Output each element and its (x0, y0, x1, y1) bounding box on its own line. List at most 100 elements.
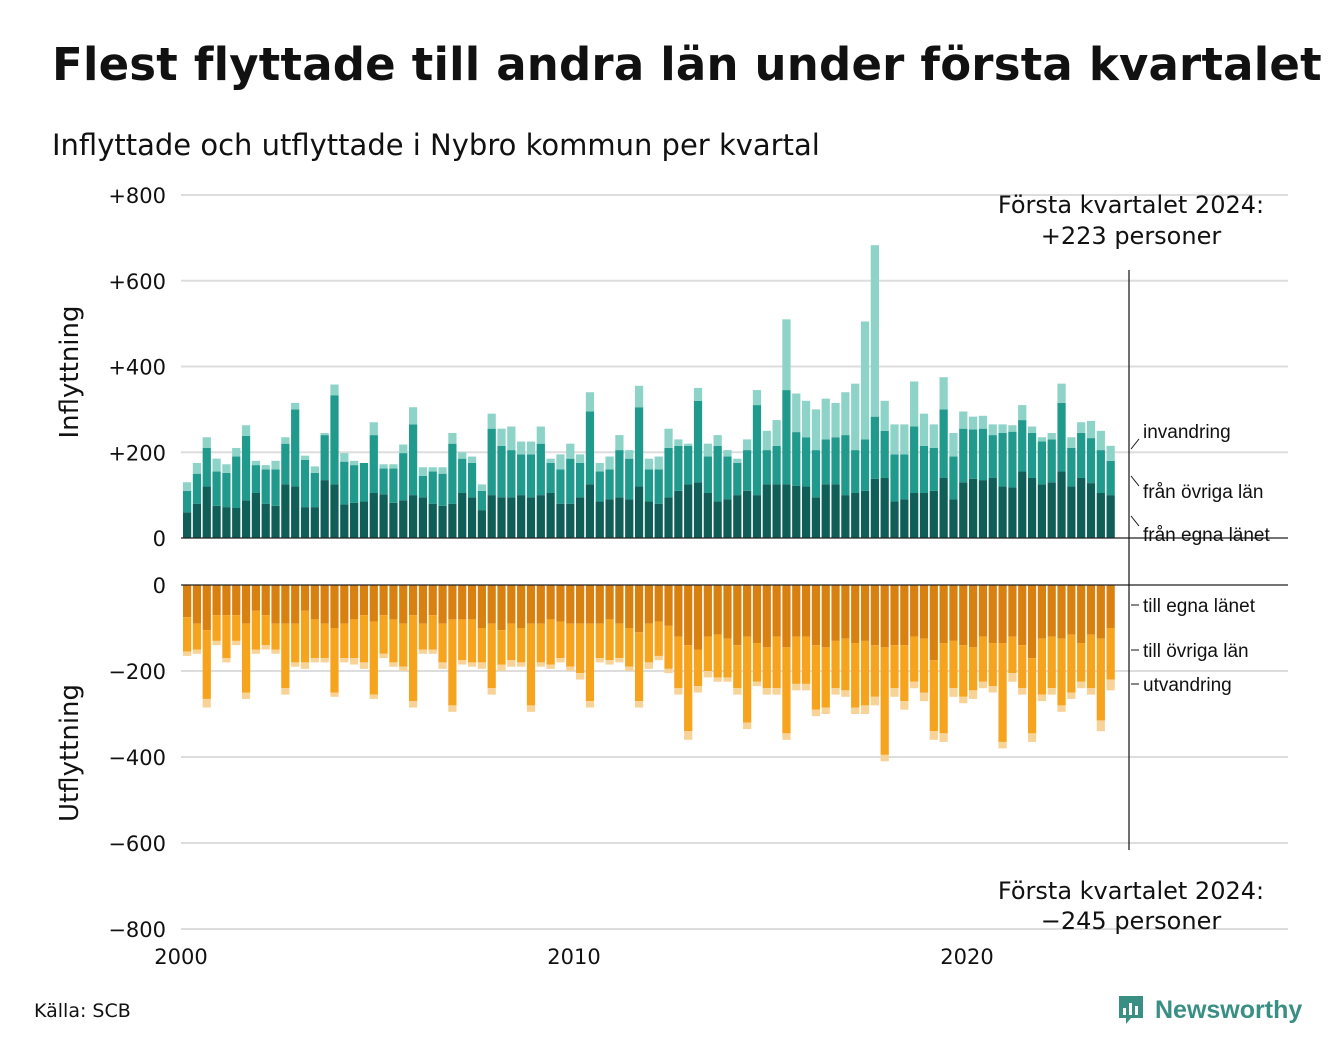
bar-ut-till-ovriga-lan (1096, 638, 1105, 721)
bar-ut-till-ovriga-lan (192, 623, 202, 650)
bar-ut-till-ovriga-lan (566, 623, 575, 667)
bar-in-fran-ovriga-lan (1096, 450, 1105, 493)
bar-ut-till-egna-lanet (1067, 585, 1076, 635)
bar-in-fran-egna-lanet (251, 492, 260, 538)
bar-ut-utvandring (723, 677, 732, 682)
bar-in-invandring (428, 467, 437, 472)
bar-in-invandring (585, 392, 595, 412)
bar-in-invandring (369, 422, 378, 436)
bar-ut-utvandring (978, 681, 988, 689)
bar-in-fran-egna-lanet (389, 502, 398, 538)
bar-ut-utvandring (890, 688, 899, 697)
bar-ut-till-egna-lanet (684, 585, 693, 646)
bar-ut-till-egna-lanet (605, 585, 614, 620)
bar-ut-utvandring (969, 690, 978, 699)
bar-ut-utvandring (713, 677, 722, 682)
bar-in-fran-egna-lanet (762, 484, 771, 538)
bar-in-invandring (713, 435, 722, 446)
bar-in-fran-egna-lanet (880, 477, 889, 538)
bar-in-fran-egna-lanet (350, 502, 359, 538)
bar-in-invandring (910, 381, 919, 427)
bar-ut-till-egna-lanet (526, 585, 536, 624)
bar-in-fran-egna-lanet (1067, 486, 1076, 538)
bar-in-fran-ovriga-lan (644, 469, 653, 502)
bar-ut-utvandring (752, 681, 762, 687)
bar-ut-utvandring (536, 662, 545, 667)
bar-ut-utvandring (222, 658, 231, 663)
bar-in-fran-ovriga-lan (566, 458, 575, 504)
bar-ut-utvandring (212, 640, 221, 646)
bar-ut-till-egna-lanet (536, 585, 545, 624)
bar-in-fran-ovriga-lan (408, 424, 418, 496)
bar-in-fran-egna-lanet (959, 482, 968, 538)
bar-ut-till-ovriga-lan (890, 645, 899, 689)
bar-ut-till-egna-lanet (703, 585, 712, 637)
bar-ut-utvandring (988, 686, 997, 693)
bar-ut-utvandring (379, 653, 388, 659)
bar-in-fran-egna-lanet (664, 497, 673, 538)
bar-ut-utvandring (566, 666, 575, 671)
bar-in-fran-ovriga-lan (743, 450, 752, 491)
bar-ut-till-egna-lanet (664, 585, 673, 626)
bar-ut-till-egna-lanet (870, 585, 879, 646)
bar-in-invandring (870, 245, 879, 417)
bar-in-invandring (625, 450, 634, 459)
bar-in-fran-ovriga-lan (595, 471, 604, 502)
bar-in-invandring (291, 402, 300, 410)
bar-in-invandring (969, 416, 978, 430)
bar-ut-till-egna-lanet (576, 585, 585, 624)
bar-ut-utvandring (330, 692, 339, 697)
bar-in-invandring (389, 464, 398, 469)
y-tick-label-top: 0 (153, 527, 166, 551)
bar-ut-till-egna-lanet (1008, 585, 1017, 637)
bar-in-fran-egna-lanet (536, 495, 545, 538)
bar-in-invandring (271, 460, 280, 470)
bar-in-fran-ovriga-lan (202, 447, 211, 487)
label-leader-invandring (1130, 438, 1140, 450)
bar-in-invandring (212, 458, 221, 472)
bar-in-fran-ovriga-lan (693, 400, 703, 483)
bar-ut-till-ovriga-lan (1086, 634, 1096, 689)
bar-in-invandring (232, 447, 241, 457)
bar-ut-utvandring (507, 660, 516, 667)
bar-in-fran-egna-lanet (566, 503, 575, 538)
bar-ut-till-ovriga-lan (350, 619, 359, 659)
bar-in-fran-egna-lanet (438, 505, 447, 538)
bar-in-invandring (644, 458, 653, 470)
bar-ut-utvandring (487, 688, 496, 695)
bar-in-fran-egna-lanet (526, 497, 536, 538)
bar-ut-utvandring (418, 649, 428, 654)
bar-in-invandring (723, 450, 732, 457)
bar-in-invandring (851, 383, 860, 451)
bar-ut-till-egna-lanet (929, 585, 938, 661)
bar-ut-utvandring (851, 707, 860, 714)
bar-in-fran-egna-lanet (281, 484, 290, 538)
bar-in-invandring (792, 393, 801, 433)
bar-in-fran-egna-lanet (369, 492, 378, 538)
bar-ut-till-ovriga-lan (369, 621, 378, 695)
bar-ut-till-egna-lanet (389, 585, 398, 620)
bar-in-fran-ovriga-lan (1018, 420, 1027, 472)
bar-ut-till-ovriga-lan (782, 647, 791, 734)
bar-ut-utvandring (576, 673, 585, 680)
bar-in-fran-egna-lanet (1027, 477, 1037, 538)
bar-in-fran-egna-lanet (978, 480, 988, 538)
bar-in-fran-ovriga-lan (576, 462, 585, 498)
bar-ut-till-ovriga-lan (772, 636, 781, 689)
bar-ut-till-egna-lanet (644, 585, 653, 624)
bar-ut-utvandring (300, 662, 310, 669)
bar-ut-till-ovriga-lan (870, 645, 879, 697)
bar-ut-till-egna-lanet (350, 585, 359, 620)
bar-ut-till-egna-lanet (202, 585, 211, 631)
bar-ut-till-egna-lanet (723, 585, 732, 639)
bar-ut-till-egna-lanet (860, 585, 870, 641)
bar-in-fran-egna-lanet (428, 503, 437, 538)
bar-in-invandring (399, 444, 408, 454)
bar-in-fran-ovriga-lan (556, 469, 565, 504)
x-ticks: 2000 2010 2020 (154, 945, 993, 969)
bar-ut-utvandring (743, 722, 752, 730)
bar-ut-till-egna-lanet (988, 585, 997, 644)
bar-ut-till-egna-lanet (595, 585, 604, 624)
bar-ut-till-egna-lanet (811, 585, 821, 646)
bar-ut-utvandring (1096, 720, 1105, 732)
